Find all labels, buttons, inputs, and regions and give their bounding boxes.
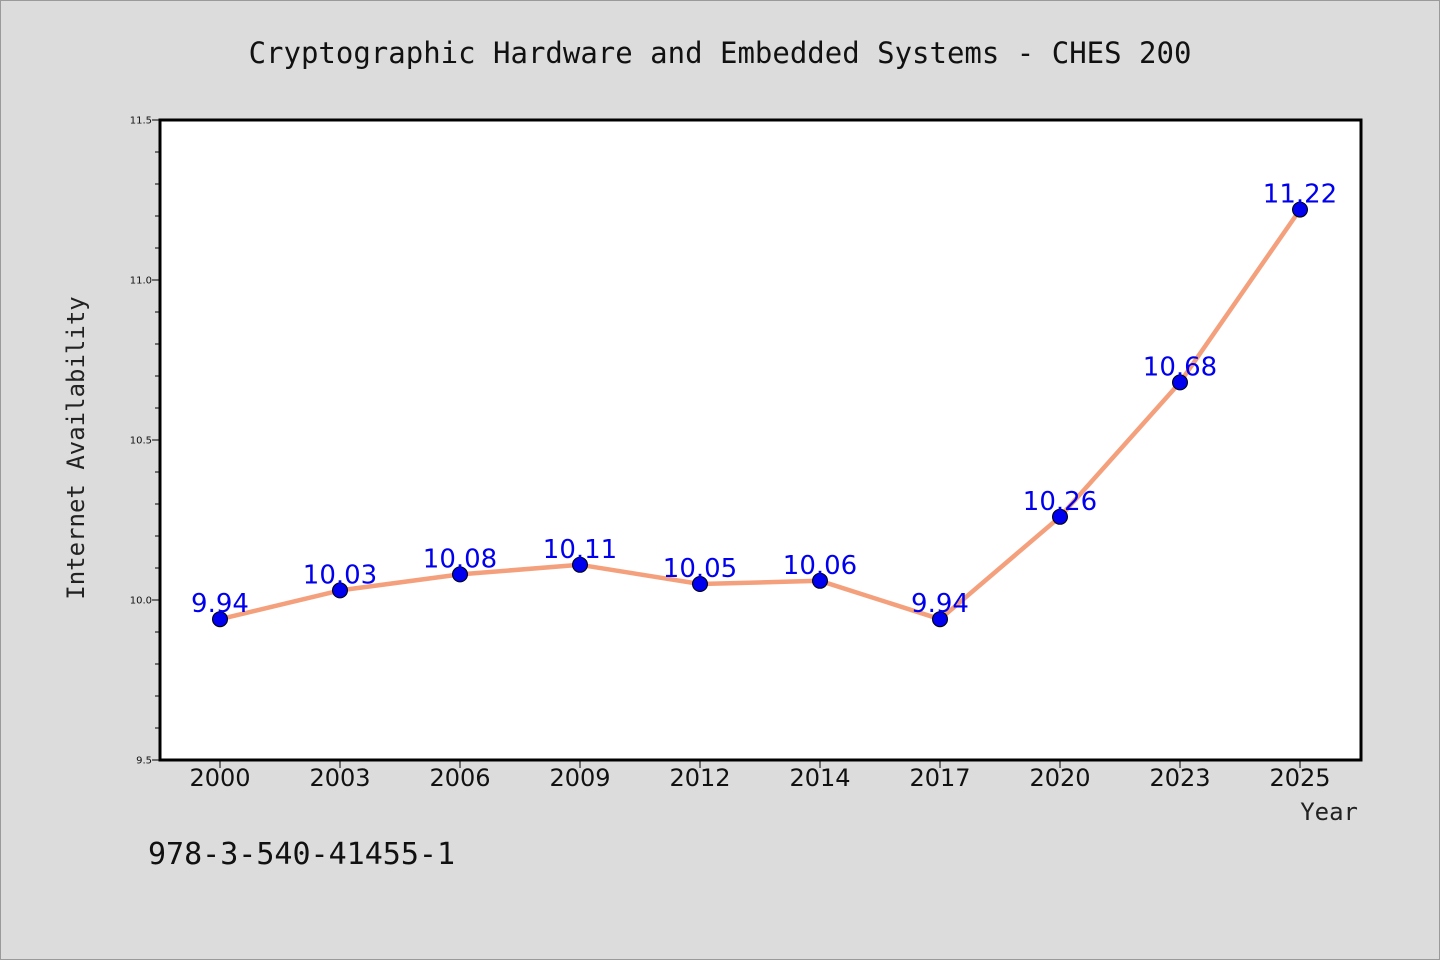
- y-axis-label: Internet Availability: [62, 296, 90, 599]
- isbn-footnote: 978-3-540-41455-1: [148, 837, 455, 872]
- data-point: [812, 572, 828, 589]
- data-label: 10.06: [783, 551, 857, 581]
- data-point: [212, 611, 228, 628]
- data-point: [1172, 374, 1188, 391]
- y-tick-label: 10.0: [130, 596, 152, 607]
- x-tick-label: 2012: [669, 764, 730, 792]
- data-point: [452, 566, 468, 583]
- y-tick-label: 9.5: [136, 756, 152, 767]
- data-label: 11.22: [1263, 180, 1337, 210]
- x-tick-label: 2009: [549, 764, 610, 792]
- data-label: 10.11: [543, 535, 617, 565]
- plot-area: [160, 120, 1361, 760]
- y-tick-label: 11.5: [130, 116, 152, 127]
- x-axis-label: Year: [1300, 798, 1358, 826]
- data-point: [692, 576, 708, 592]
- x-tick-label: 2017: [909, 764, 970, 792]
- data-label: 10.05: [663, 554, 737, 584]
- data-label: 10.08: [423, 544, 497, 574]
- data-label: 9.94: [191, 589, 249, 619]
- data-point: [932, 611, 948, 628]
- x-tick-label: 2000: [189, 764, 250, 792]
- data-label: 9.94: [911, 589, 969, 619]
- series-line: [217, 207, 1303, 622]
- x-tick-label: 2003: [309, 764, 370, 792]
- data-label: 10.68: [1143, 352, 1217, 382]
- x-tick-label: 2025: [1269, 764, 1330, 792]
- plot-frame: [158, 118, 1363, 762]
- x-tick-label: 2020: [1029, 764, 1090, 792]
- data-markers: [212, 201, 1308, 628]
- data-point: [1052, 508, 1068, 525]
- data-label: 10.26: [1023, 487, 1097, 517]
- x-axis: 2000 2003 2006 2009 2012 2014 2017 2020 2023 2025: [189, 760, 1331, 792]
- x-tick-label: 2023: [1149, 764, 1210, 792]
- data-point: [332, 582, 348, 599]
- y-tick-label: 11.0: [130, 276, 152, 287]
- data-labels: 9.94 10.03 10.08 10.11 10.05 10.06 9.94 10.26 10…: [191, 180, 1337, 620]
- x-tick-label: 2014: [789, 764, 850, 792]
- data-label: 10.03: [303, 560, 377, 590]
- data-point: [572, 556, 588, 573]
- data-point: [1292, 201, 1308, 218]
- x-tick-label: 2006: [429, 764, 490, 792]
- chart-title: Cryptographic Hardware and Embedded Syst…: [249, 36, 1192, 70]
- y-tick-label: 10.5: [130, 436, 152, 447]
